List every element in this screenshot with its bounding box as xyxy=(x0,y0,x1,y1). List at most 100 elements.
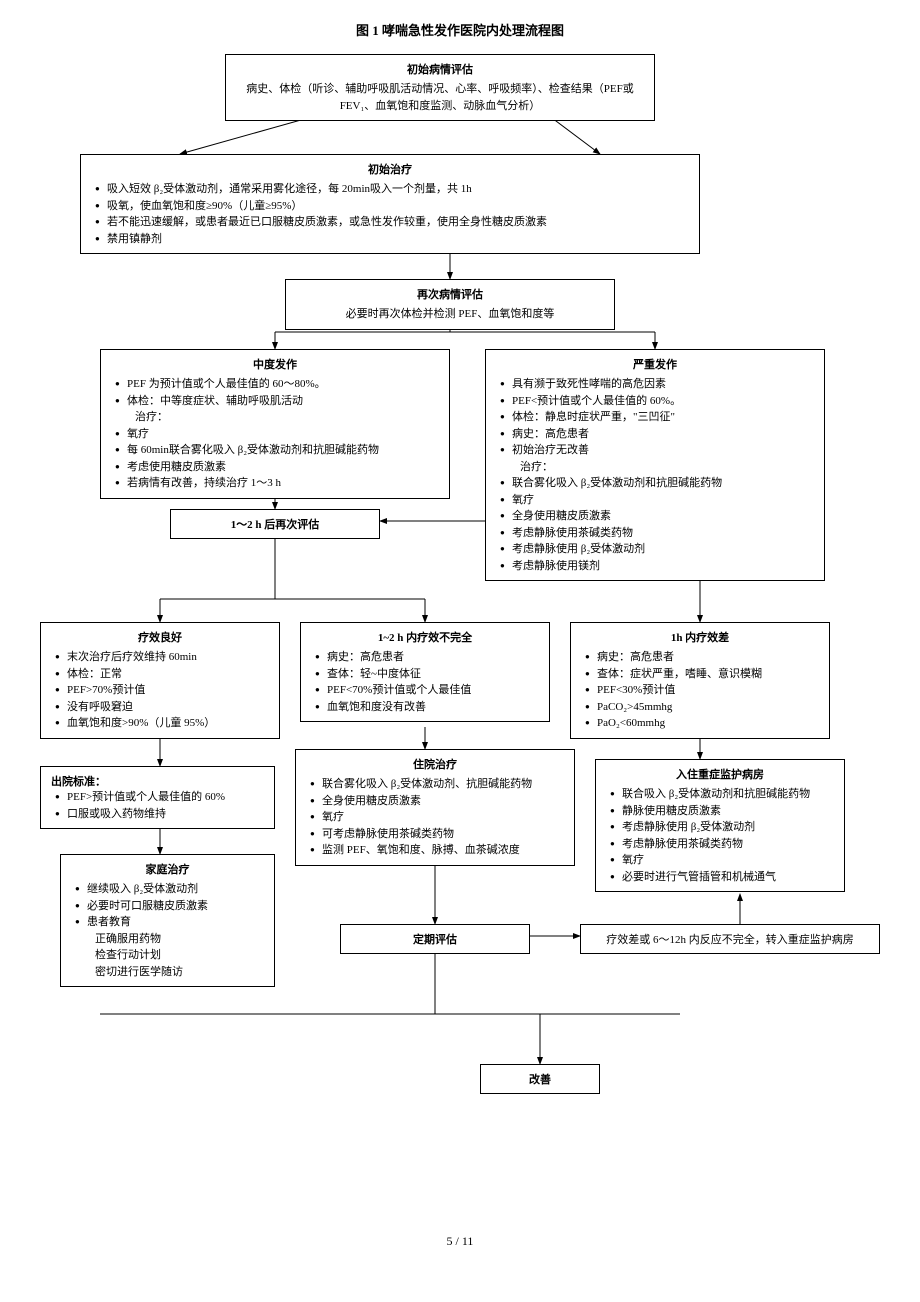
list-item: 必要时可口服糖皮质激素 xyxy=(75,898,264,915)
list-item: 联合吸入 β₂受体激动剂和抗胆碱能药物 xyxy=(610,786,834,803)
incomplete-title: 1~2 h 内疗效不完全 xyxy=(311,629,539,645)
list-item: 氧疗 xyxy=(500,492,814,509)
reassessment-title: 再次病情评估 xyxy=(296,286,604,302)
box-improvement: 改善 xyxy=(480,1064,600,1094)
list-item: 体检：中等度症状、辅助呼吸肌活动 xyxy=(115,393,439,410)
list-item: 静脉使用糖皮质激素 xyxy=(610,803,834,820)
list-item: 体检：静息时症状严重，"三凹征" xyxy=(500,409,814,426)
list-item: 患者教育 xyxy=(75,914,264,931)
list-item: 氧疗 xyxy=(310,809,564,826)
list-item: 联合雾化吸入 β₂受体激动剂、抗胆碱能药物 xyxy=(310,776,564,793)
improvement-title: 改善 xyxy=(491,1071,589,1087)
list-item: 若不能迅速缓解，或患者最近已口服糖皮质激素，或急性发作较重，使用全身性糖皮质激素 xyxy=(95,214,689,231)
box-initial-assessment: 初始病情评估 病史、体检（听诊、辅助呼吸肌活动情况、心率、呼吸频率）、检查结果（… xyxy=(225,54,655,121)
box-reassess-1-2h: 1～2 h 后再次评估 xyxy=(170,509,380,539)
list-item: 每 60min联合雾化吸入 β₂受体激动剂和抗胆碱能药物 xyxy=(115,442,439,459)
list-item: 可考虑静脉使用茶碱类药物 xyxy=(310,826,564,843)
box-home-treatment: 家庭治疗 继续吸入 β₂受体激动剂 必要时可口服糖皮质激素 患者教育 正确服用药… xyxy=(60,854,275,987)
list-item: 全身使用糖皮质激素 xyxy=(500,508,814,525)
list-item: 末次治疗后疗效维持 60min xyxy=(55,649,269,666)
box-incomplete-1-2h: 1~2 h 内疗效不完全 病史：高危患者 查体：轻~中度体征 PEF<70%预计… xyxy=(300,622,550,722)
list-item: 考虑静脉使用茶碱类药物 xyxy=(500,525,814,542)
icu-list: 联合吸入 β₂受体激动剂和抗胆碱能药物 静脉使用糖皮质激素 考虑静脉使用 β₂受… xyxy=(606,786,834,885)
severe-title: 严重发作 xyxy=(496,356,814,372)
page-footer: 5 / 11 xyxy=(40,1234,880,1249)
treatment-label: 治疗： xyxy=(115,409,439,426)
list-item: 病史：高危患者 xyxy=(585,649,819,666)
moderate-title: 中度发作 xyxy=(111,356,439,372)
list-item: 密切进行医学随访 xyxy=(75,964,264,981)
list-item: 监测 PEF、氧饱和度、脉搏、血茶碱浓度 xyxy=(310,842,564,859)
list-item: PEF<预计值或个人最佳值的 60%。 xyxy=(500,393,814,410)
discharge-list: PEF>预计值或个人最佳值的 60% 口服或吸入药物维持 xyxy=(51,789,264,822)
box-regular-assess: 定期评估 xyxy=(340,924,530,954)
list-item: PEF>预计值或个人最佳值的 60% xyxy=(55,789,264,806)
list-item: 正确服用药物 xyxy=(75,931,264,948)
list-item: 血氧饱和度>90%（儿童 95%） xyxy=(55,715,269,732)
list-item: 吸入短效 β₂受体激动剂，通常采用雾化途径，每 20min吸入一个剂量，共 1h xyxy=(95,181,689,198)
list-item: 吸氧，使血氧饱和度≥90%（儿童≥95%） xyxy=(95,198,689,215)
list-item: 初始治疗无改善 xyxy=(500,442,814,459)
box-transfer-icu: 疗效差或 6～12h 内反应不完全，转入重症监护病房 xyxy=(580,924,880,954)
box-severe: 严重发作 具有濒于致死性哮喘的高危因素 PEF<预计值或个人最佳值的 60%。 … xyxy=(485,349,825,581)
list-item: 口服或吸入药物维持 xyxy=(55,806,264,823)
list-item: 联合雾化吸入 β₂受体激动剂和抗胆碱能药物 xyxy=(500,475,814,492)
list-item: 若病情有改善，持续治疗 1～3 h xyxy=(115,475,439,492)
discharge-title: 出院标准： xyxy=(51,773,264,789)
transfer-icu-content: 疗效差或 6～12h 内反应不完全，转入重症监护病房 xyxy=(591,931,869,947)
list-item: 继续吸入 β₂受体激动剂 xyxy=(75,881,264,898)
box-good-response: 疗效良好 末次治疗后疗效维持 60min 体检：正常 PEF>70%预计值 没有… xyxy=(40,622,280,739)
list-item: 体检：正常 xyxy=(55,666,269,683)
list-item: PaO₂<60mmhg xyxy=(585,715,819,732)
good-response-title: 疗效良好 xyxy=(51,629,269,645)
list-item: 氧疗 xyxy=(115,426,439,443)
list-item: 氧疗 xyxy=(610,852,834,869)
list-item: 病史：高危患者 xyxy=(500,426,814,443)
list-item: 病史：高危患者 xyxy=(315,649,539,666)
poor-1h-list: 病史：高危患者 查体：症状严重，嗜睡、意识模糊 PEF<30%预计值 PaCO₂… xyxy=(581,649,819,732)
box-hospital-treatment: 住院治疗 联合雾化吸入 β₂受体激动剂、抗胆碱能药物 全身使用糖皮质激素 氧疗 … xyxy=(295,749,575,866)
list-item: 查体：症状严重，嗜睡、意识模糊 xyxy=(585,666,819,683)
list-item: 考虑静脉使用 β₂受体激动剂 xyxy=(610,819,834,836)
list-item: 必要时进行气管插管和机械通气 xyxy=(610,869,834,886)
list-item: 考虑静脉使用镁剂 xyxy=(500,558,814,575)
initial-treatment-list: 吸入短效 β₂受体激动剂，通常采用雾化途径，每 20min吸入一个剂量，共 1h… xyxy=(91,181,689,247)
home-list: 继续吸入 β₂受体激动剂 必要时可口服糖皮质激素 患者教育 正确服用药物 检查行… xyxy=(71,881,264,980)
list-item: 具有濒于致死性哮喘的高危因素 xyxy=(500,376,814,393)
list-item: PEF<70%预计值或个人最佳值 xyxy=(315,682,539,699)
initial-assessment-title: 初始病情评估 xyxy=(236,61,644,77)
initial-treatment-title: 初始治疗 xyxy=(91,161,689,177)
treatment-label: 治疗： xyxy=(500,459,814,476)
list-item: PaCO₂>45mmhg xyxy=(585,699,819,716)
list-item: PEF<30%预计值 xyxy=(585,682,819,699)
hospital-list: 联合雾化吸入 β₂受体激动剂、抗胆碱能药物 全身使用糖皮质激素 氧疗 可考虑静脉… xyxy=(306,776,564,859)
initial-assessment-content: 病史、体检（听诊、辅助呼吸肌活动情况、心率、呼吸频率）、检查结果（PEF或FEV… xyxy=(236,81,644,114)
regular-assess-title: 定期评估 xyxy=(351,931,519,947)
list-item: 没有呼吸窘迫 xyxy=(55,699,269,716)
reassessment-content: 必要时再次体检并检测 PEF、血氧饱和度等 xyxy=(296,306,604,323)
list-item: PEF 为预计值或个人最佳值的 60～80%。 xyxy=(115,376,439,393)
home-title: 家庭治疗 xyxy=(71,861,264,877)
box-icu: 入住重症监护病房 联合吸入 β₂受体激动剂和抗胆碱能药物 静脉使用糖皮质激素 考… xyxy=(595,759,845,892)
list-item: 禁用镇静剂 xyxy=(95,231,689,248)
incomplete-list: 病史：高危患者 查体：轻~中度体征 PEF<70%预计值或个人最佳值 血氧饱和度… xyxy=(311,649,539,715)
list-item: 考虑静脉使用 β₂受体激动剂 xyxy=(500,541,814,558)
list-item: 考虑静脉使用茶碱类药物 xyxy=(610,836,834,853)
flowchart-container: 初始病情评估 病史、体检（听诊、辅助呼吸肌活动情况、心率、呼吸频率）、检查结果（… xyxy=(40,54,880,1204)
list-item: PEF>70%预计值 xyxy=(55,682,269,699)
list-item: 查体：轻~中度体征 xyxy=(315,666,539,683)
icu-title: 入住重症监护病房 xyxy=(606,766,834,782)
severe-list: 具有濒于致死性哮喘的高危因素 PEF<预计值或个人最佳值的 60%。 体检：静息… xyxy=(496,376,814,574)
list-item: 考虑使用糖皮质激素 xyxy=(115,459,439,476)
list-item: 血氧饱和度没有改善 xyxy=(315,699,539,716)
poor-1h-title: 1h 内疗效差 xyxy=(581,629,819,645)
reassess-1-2h-title: 1～2 h 后再次评估 xyxy=(181,516,369,532)
box-moderate: 中度发作 PEF 为预计值或个人最佳值的 60～80%。 体检：中等度症状、辅助… xyxy=(100,349,450,499)
box-poor-1h: 1h 内疗效差 病史：高危患者 查体：症状严重，嗜睡、意识模糊 PEF<30%预… xyxy=(570,622,830,739)
box-reassessment: 再次病情评估 必要时再次体检并检测 PEF、血氧饱和度等 xyxy=(285,279,615,330)
good-response-list: 末次治疗后疗效维持 60min 体检：正常 PEF>70%预计值 没有呼吸窘迫 … xyxy=(51,649,269,732)
page-title: 图 1 哮喘急性发作医院内处理流程图 xyxy=(40,20,880,39)
box-initial-treatment: 初始治疗 吸入短效 β₂受体激动剂，通常采用雾化途径，每 20min吸入一个剂量… xyxy=(80,154,700,254)
moderate-list: PEF 为预计值或个人最佳值的 60～80%。 体检：中等度症状、辅助呼吸肌活动… xyxy=(111,376,439,492)
list-item: 检查行动计划 xyxy=(75,947,264,964)
